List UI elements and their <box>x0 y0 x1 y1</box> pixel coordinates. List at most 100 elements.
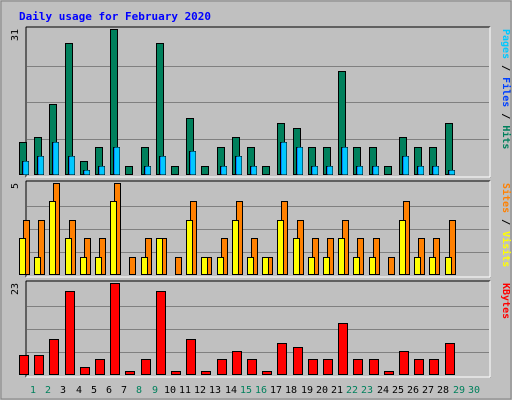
bar-sites-5 <box>84 238 91 275</box>
bar-visits-5 <box>80 257 87 275</box>
bar-visits-27 <box>414 257 421 275</box>
panel-max-label: 23 <box>10 283 21 295</box>
panel-side-label: Sites / Visits <box>500 183 512 267</box>
bar-pages-27 <box>418 166 424 175</box>
bar-pages-6 <box>99 166 105 175</box>
bar-kbytes-27 <box>414 359 424 375</box>
bar-visits-1 <box>19 238 26 275</box>
x-tick-label: 24 <box>377 385 389 396</box>
bar-kbytes-26 <box>399 351 409 375</box>
bar-hits-29 <box>445 123 453 175</box>
chart-title: Daily usage for February 2020 <box>19 10 211 23</box>
x-tick-label: 10 <box>164 385 176 396</box>
bar-sites-29 <box>449 220 456 275</box>
bar-kbytes-6 <box>95 359 105 375</box>
bar-kbytes-21 <box>323 359 333 375</box>
panel-kbytes: 23 KBytes <box>10 280 511 378</box>
bar-pages-24 <box>373 166 379 175</box>
bar-sites-28 <box>433 238 440 275</box>
bar-hits-25 <box>384 166 392 175</box>
bar-kbytes-24 <box>369 359 379 375</box>
bar-sites-11 <box>175 257 182 275</box>
bar-kbytes-10 <box>156 291 166 375</box>
panel-visits_sites: 5 Sites / Visits <box>10 180 512 278</box>
bar-visits-17 <box>262 257 269 275</box>
bar-visits-4 <box>65 238 72 275</box>
bar-sites-6 <box>99 238 106 275</box>
x-tick-label: 14 <box>225 385 237 396</box>
bar-kbytes-16 <box>247 359 257 375</box>
bar-pages-29 <box>449 170 455 175</box>
bar-visits-16 <box>247 257 254 275</box>
bar-visits-10 <box>156 238 163 275</box>
x-tick-label: 2 <box>45 385 51 396</box>
bar-kbytes-17 <box>262 371 272 375</box>
x-tick-label: 18 <box>285 385 297 396</box>
bar-pages-12 <box>190 151 196 175</box>
side-label-part: / <box>500 59 511 77</box>
bar-visits-3 <box>49 201 56 275</box>
x-tick-label: 21 <box>331 385 343 396</box>
x-tick-label: 22 <box>346 385 358 396</box>
bar-visits-12 <box>186 220 193 275</box>
bar-kbytes-2 <box>34 355 44 375</box>
panel-max-label: 5 <box>10 183 21 189</box>
bar-kbytes-19 <box>293 347 303 375</box>
bar-pages-23 <box>357 166 363 175</box>
bar-kbytes-3 <box>49 339 59 375</box>
bar-sites-16 <box>251 238 258 275</box>
side-label-part: Files <box>500 77 512 107</box>
bar-pages-3 <box>53 142 59 175</box>
bar-visits-7 <box>110 201 117 275</box>
x-tick-label: 12 <box>194 385 206 396</box>
bar-pages-28 <box>433 166 439 175</box>
side-label-part: / <box>500 213 511 231</box>
chart-panels: 31 Pages / Files / Hits 5 Sites / Visits 23 K… <box>10 26 512 378</box>
series-kbytes <box>19 283 455 375</box>
x-tick-label: 26 <box>407 385 419 396</box>
bar-visits-14 <box>217 257 224 275</box>
x-tick-label: 9 <box>152 385 158 396</box>
bar-pages-20 <box>312 166 318 175</box>
bar-sites-27 <box>418 238 425 275</box>
x-tick-label: 17 <box>270 385 282 396</box>
side-label-part: Sites <box>500 183 512 213</box>
panel-hits_files: 31 Pages / Files / Hits <box>10 26 512 178</box>
x-tick-label: 29 <box>453 385 465 396</box>
bar-pages-18 <box>281 142 287 175</box>
bar-kbytes-11 <box>171 371 181 375</box>
x-tick-label: 30 <box>468 385 480 396</box>
bar-hits-13 <box>201 166 209 175</box>
bar-hits-10 <box>156 43 164 175</box>
bar-sites-25 <box>388 257 395 275</box>
bar-pages-19 <box>297 147 303 175</box>
x-tick-label: 11 <box>179 385 191 396</box>
bar-sites-2 <box>38 220 45 275</box>
bar-visits-22 <box>338 238 345 275</box>
series-visits <box>19 201 452 275</box>
bar-hits-8 <box>125 166 133 175</box>
bar-kbytes-13 <box>201 371 211 375</box>
bar-visits-29 <box>445 257 452 275</box>
bar-kbytes-20 <box>308 359 318 375</box>
bar-pages-2 <box>38 156 44 175</box>
bar-pages-1 <box>23 161 29 175</box>
x-tick-label: 15 <box>240 385 252 396</box>
x-tick-label: 1 <box>30 385 36 396</box>
bar-visits-19 <box>293 238 300 275</box>
bar-pages-14 <box>221 166 227 175</box>
bar-kbytes-1 <box>19 355 29 375</box>
bar-visits-9 <box>141 257 148 275</box>
bar-sites-20 <box>312 238 319 275</box>
x-tick-label: 20 <box>316 385 328 396</box>
panel-side-label: KBytes <box>500 283 511 319</box>
x-tick-label: 3 <box>60 385 66 396</box>
bar-pages-9 <box>145 166 151 175</box>
bar-pages-4 <box>69 156 75 175</box>
bar-hits-17 <box>262 166 270 175</box>
bar-sites-23 <box>357 238 364 275</box>
bar-pages-16 <box>251 166 257 175</box>
bar-hits-4 <box>65 43 73 175</box>
bar-pages-22 <box>342 147 348 175</box>
